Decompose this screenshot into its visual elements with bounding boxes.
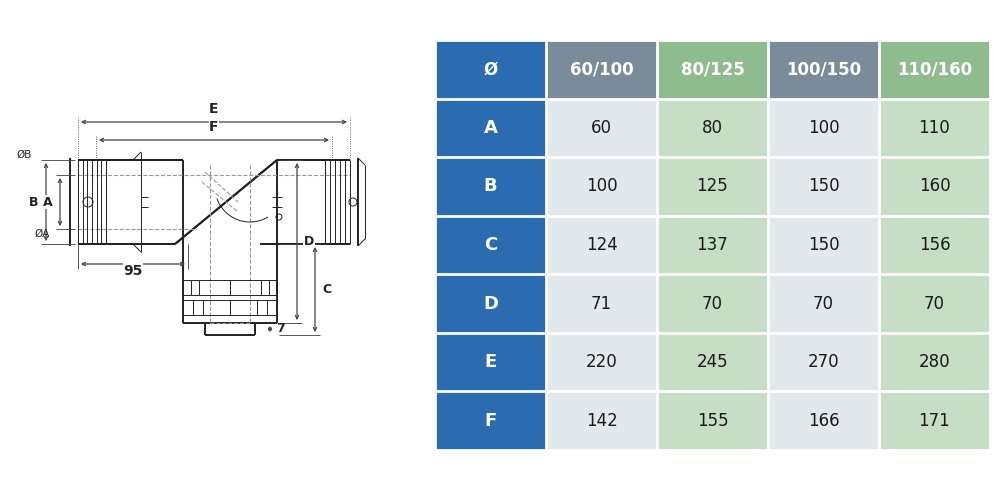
Text: 80: 80 — [702, 119, 723, 137]
Bar — [768, 216, 879, 274]
Text: B: B — [484, 178, 497, 196]
Bar — [879, 274, 990, 333]
Text: 280: 280 — [919, 353, 950, 371]
Text: 110: 110 — [919, 119, 950, 137]
Bar — [435, 274, 546, 333]
Text: 70: 70 — [702, 294, 723, 312]
Bar — [546, 40, 657, 98]
Text: 100: 100 — [808, 119, 839, 137]
Text: F: F — [209, 120, 219, 134]
Text: D: D — [304, 235, 314, 248]
Text: 100: 100 — [586, 178, 617, 196]
Text: 70: 70 — [924, 294, 945, 312]
Text: ØB: ØB — [16, 150, 32, 160]
Text: A: A — [43, 196, 53, 208]
Bar — [657, 274, 768, 333]
Text: 142: 142 — [586, 412, 617, 430]
Text: D: D — [483, 294, 498, 312]
Text: 155: 155 — [697, 412, 728, 430]
Bar — [657, 98, 768, 157]
Bar — [768, 392, 879, 450]
Text: 171: 171 — [919, 412, 950, 430]
Text: C: C — [322, 283, 331, 296]
Bar — [546, 98, 657, 157]
Text: A: A — [484, 119, 497, 137]
Bar — [435, 98, 546, 157]
Bar — [435, 157, 546, 216]
Text: 160: 160 — [919, 178, 950, 196]
Bar — [768, 40, 879, 98]
Bar — [879, 98, 990, 157]
Bar — [435, 333, 546, 392]
Bar — [657, 40, 768, 98]
Text: 150: 150 — [808, 178, 839, 196]
Text: 150: 150 — [808, 236, 839, 254]
Text: 80/125: 80/125 — [681, 60, 744, 78]
Bar — [657, 333, 768, 392]
Text: 100/150: 100/150 — [786, 60, 861, 78]
Text: F: F — [484, 412, 497, 430]
Text: ØA: ØA — [34, 229, 50, 239]
Text: 60: 60 — [591, 119, 612, 137]
Bar — [879, 40, 990, 98]
Text: 220: 220 — [586, 353, 617, 371]
Text: Ø: Ø — [483, 60, 498, 78]
Bar — [546, 216, 657, 274]
Bar — [879, 392, 990, 450]
Bar — [546, 392, 657, 450]
Bar — [768, 98, 879, 157]
Text: 166: 166 — [808, 412, 839, 430]
Text: 137: 137 — [697, 236, 728, 254]
Text: 7: 7 — [276, 322, 285, 336]
Text: C: C — [484, 236, 497, 254]
Bar — [657, 157, 768, 216]
Text: 270: 270 — [808, 353, 839, 371]
Bar — [546, 157, 657, 216]
Bar — [768, 274, 879, 333]
Bar — [879, 216, 990, 274]
Text: E: E — [209, 102, 219, 116]
Bar — [435, 216, 546, 274]
Bar — [879, 157, 990, 216]
Text: E: E — [484, 353, 497, 371]
Text: 245: 245 — [697, 353, 728, 371]
Bar — [435, 40, 546, 98]
Text: 125: 125 — [697, 178, 728, 196]
Bar — [546, 274, 657, 333]
Text: 60/100: 60/100 — [570, 60, 633, 78]
Bar — [657, 216, 768, 274]
Bar — [435, 392, 546, 450]
Text: 95: 95 — [123, 264, 143, 278]
Bar — [546, 333, 657, 392]
Bar — [768, 333, 879, 392]
Text: B: B — [28, 196, 38, 208]
Bar — [657, 392, 768, 450]
Text: 110/160: 110/160 — [897, 60, 972, 78]
Bar — [768, 157, 879, 216]
Text: 70: 70 — [813, 294, 834, 312]
Bar — [879, 333, 990, 392]
Text: 156: 156 — [919, 236, 950, 254]
Text: 124: 124 — [586, 236, 617, 254]
Text: 71: 71 — [591, 294, 612, 312]
